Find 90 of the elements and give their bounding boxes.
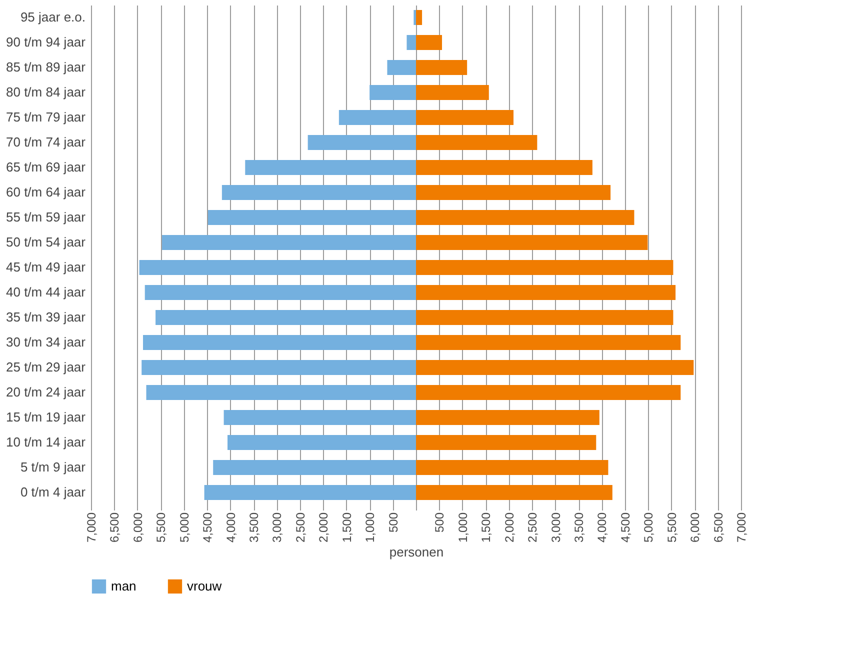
bar — [143, 335, 416, 350]
y-tick-label: 70 t/m 74 jaar — [6, 134, 86, 150]
x-tick-label: 2,500 — [293, 512, 308, 543]
bar — [416, 235, 648, 250]
x-tick-label: 1,500 — [340, 512, 354, 543]
bar — [144, 285, 416, 300]
y-tick-label: 5 t/m 9 jaar — [20, 460, 86, 474]
y-tick-label: 25 t/m 29 jaar — [6, 360, 86, 374]
x-tick-label: 3,000 — [548, 512, 563, 543]
bar — [416, 485, 612, 500]
x-tick-label: 500 — [432, 512, 447, 533]
y-tick-label: 45 t/m 49 jaar — [6, 260, 86, 274]
x-tick-label: 4,000 — [595, 512, 610, 543]
bar — [416, 260, 674, 275]
bar — [416, 85, 489, 100]
y-tick-label: 0 t/m 4 jaar — [20, 484, 86, 500]
bar — [146, 385, 416, 400]
y-tick-label: 10 t/m 14 jaar — [6, 434, 86, 450]
bar — [416, 110, 514, 125]
x-tick-label: 7,000 — [84, 512, 98, 543]
bar — [416, 210, 634, 225]
bar — [416, 285, 676, 300]
x-tick-label: 3,500 — [247, 512, 261, 543]
y-tick-label: 55 t/m 59 jaar — [6, 210, 86, 224]
y-tick-label: 80 t/m 84 jaar — [6, 84, 86, 100]
bar — [416, 460, 608, 475]
x-tick-label: 2,000 — [316, 512, 331, 543]
bar — [224, 410, 416, 425]
bar — [338, 110, 416, 125]
bar — [308, 135, 416, 150]
x-tick-label: 5,500 — [664, 512, 679, 543]
bar — [387, 60, 416, 75]
x-tick-label: 3,000 — [270, 512, 284, 543]
bar — [416, 435, 596, 450]
bar — [208, 210, 416, 225]
bar — [162, 235, 416, 250]
x-tick-label: 6,000 — [130, 512, 145, 543]
bar — [370, 85, 416, 100]
y-tick-label: 75 t/m 79 jaar — [6, 110, 86, 124]
bar — [416, 360, 694, 375]
x-tick-label: 1,500 — [479, 512, 494, 543]
x-tick-label: 7,000 — [734, 512, 748, 543]
bar — [416, 335, 681, 350]
x-tick-label: 5,000 — [177, 512, 192, 543]
x-tick-label: 4,500 — [200, 512, 215, 543]
bar — [156, 310, 416, 325]
legend-label: vrouw — [187, 578, 222, 594]
y-tick-label: 15 t/m 19 jaar — [6, 410, 86, 424]
bar — [204, 485, 416, 500]
bar — [416, 135, 538, 150]
bar — [213, 460, 416, 475]
bar — [228, 435, 416, 450]
x-tick-label: 3,500 — [572, 512, 586, 543]
x-tick-label: 1,000 — [363, 512, 378, 543]
x-tick-label: 6,000 — [688, 512, 702, 543]
bar — [416, 35, 442, 50]
bar — [416, 60, 468, 75]
bar — [416, 10, 422, 25]
y-tick-label: 50 t/m 54 jaar — [6, 234, 86, 250]
x-tick-label: 5,000 — [642, 512, 656, 543]
bar — [245, 160, 416, 175]
y-tick-label: 35 t/m 39 jaar — [6, 310, 86, 324]
y-tick-label: 85 t/m 89 jaar — [6, 60, 86, 74]
y-tick-label: 30 t/m 34 jaar — [6, 334, 86, 350]
y-tick-label: 65 t/m 69 jaar — [6, 160, 86, 174]
y-tick-label: 40 t/m 44 jaar — [6, 284, 86, 300]
x-tick-label: 2,500 — [526, 512, 540, 543]
legend-label: man — [111, 578, 136, 594]
x-tick-label: 4,500 — [618, 512, 632, 543]
x-tick-label: 500 — [386, 512, 400, 533]
bar — [222, 185, 416, 200]
bar — [406, 35, 416, 50]
x-tick-label: 5,500 — [154, 512, 168, 543]
x-tick-label: 2,000 — [502, 512, 516, 543]
bar — [416, 185, 611, 200]
x-axis-title: personen — [389, 544, 444, 560]
y-tick-label: 95 jaar e.o. — [20, 10, 86, 24]
bar — [416, 310, 674, 325]
y-tick-label: 60 t/m 64 jaar — [6, 184, 86, 200]
bar — [416, 410, 600, 425]
bar — [416, 160, 592, 175]
x-tick-label: 6,500 — [108, 512, 122, 543]
x-tick-label: 4,000 — [224, 512, 238, 543]
bar — [142, 360, 416, 375]
y-tick-label: 90 t/m 94 jaar — [6, 34, 86, 50]
bar — [416, 385, 681, 400]
x-tick-label: 6,500 — [711, 512, 726, 543]
x-tick-label: 1,000 — [456, 512, 470, 543]
bar — [139, 260, 416, 275]
y-tick-label: 20 t/m 24 jaar — [6, 384, 86, 400]
